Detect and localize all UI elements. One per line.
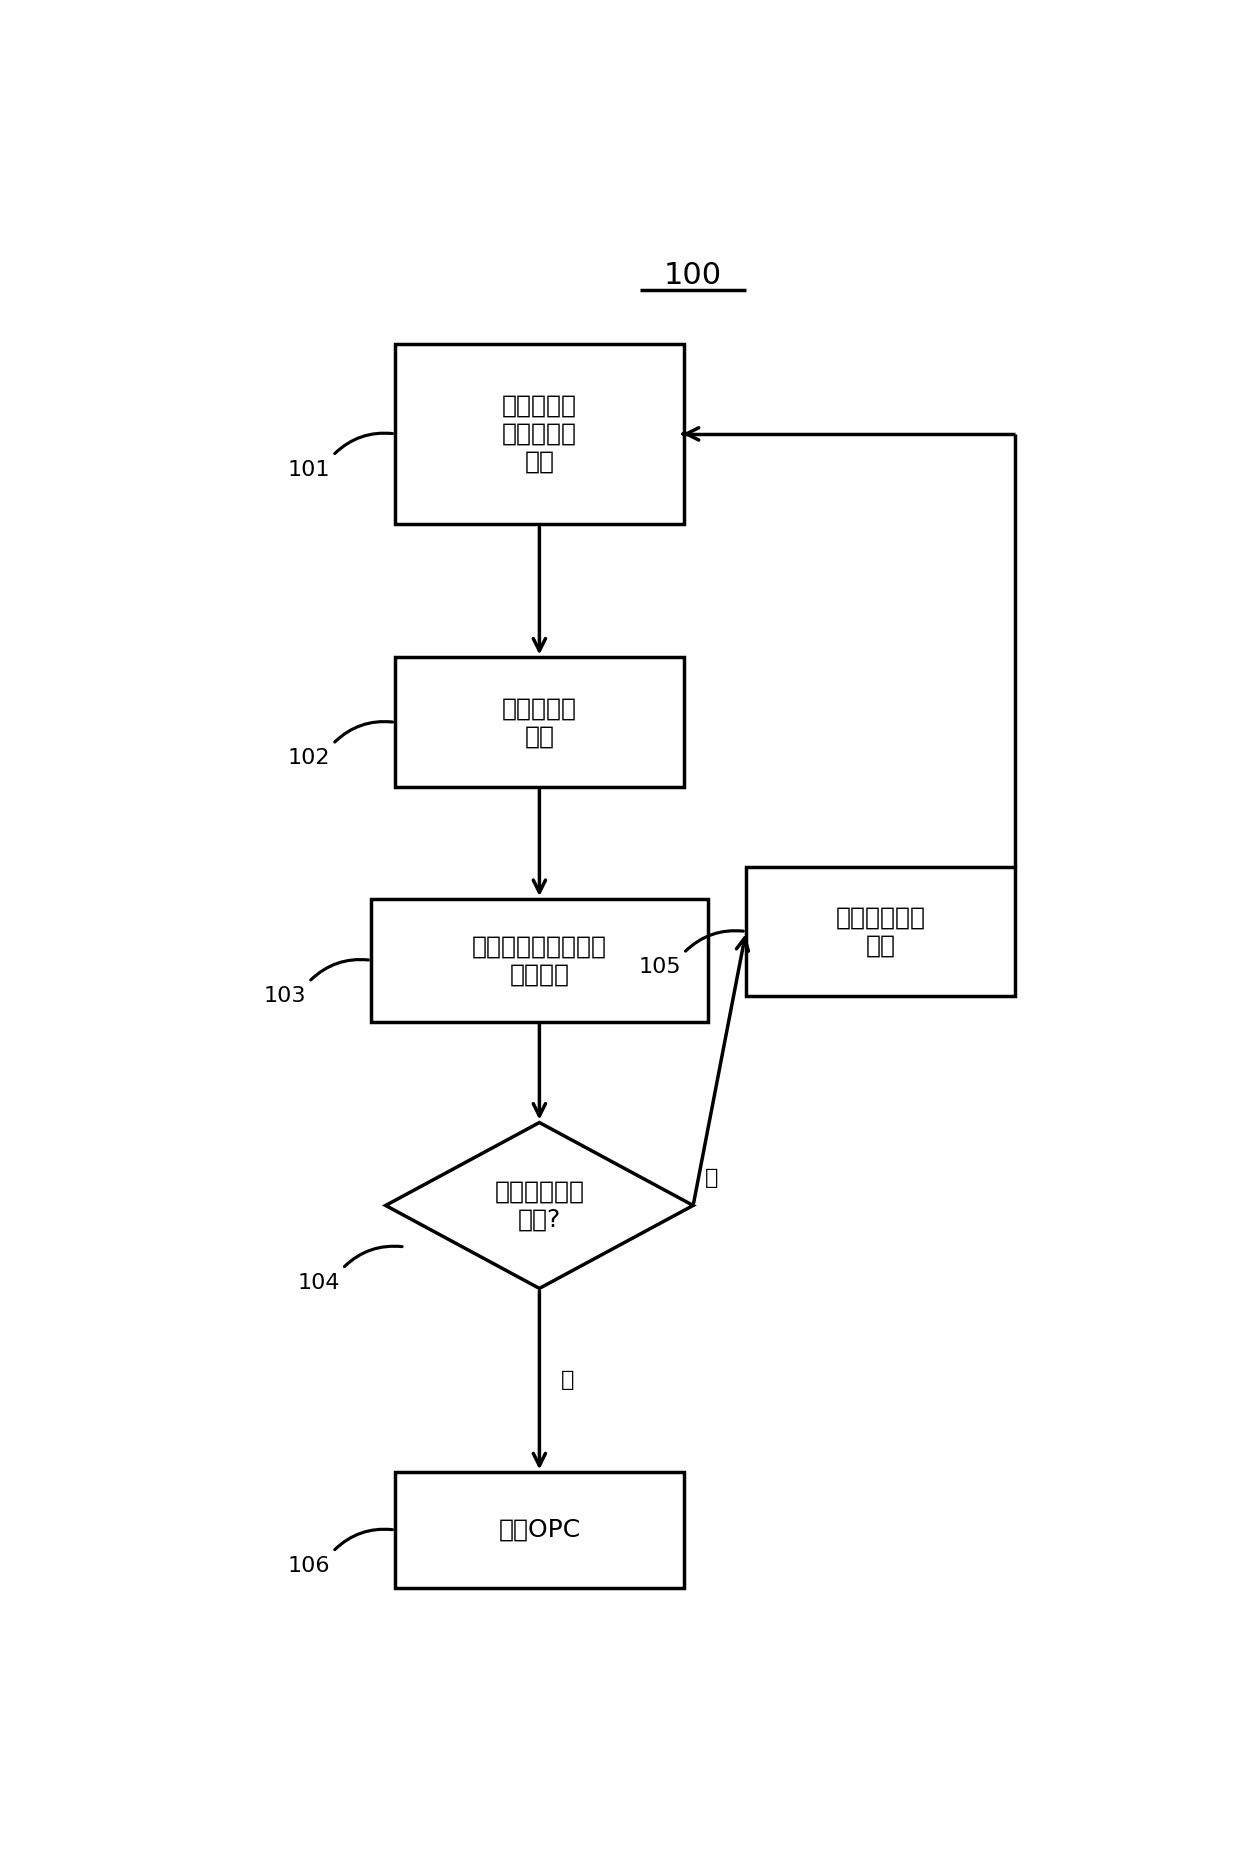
Text: 100: 100	[665, 260, 722, 290]
Text: 105: 105	[639, 957, 681, 978]
Text: 106: 106	[288, 1556, 330, 1575]
Text: 解析触点的
轮廓: 解析触点的 轮廓	[502, 697, 577, 747]
Text: 102: 102	[288, 749, 330, 768]
Bar	[371, 899, 708, 1021]
Text: 103: 103	[263, 987, 306, 1006]
Polygon shape	[386, 1122, 693, 1289]
Text: 达到轮廓目标
范围?: 达到轮廓目标 范围?	[495, 1180, 584, 1231]
Bar	[396, 1472, 683, 1588]
Text: 是: 是	[560, 1371, 574, 1390]
Text: 104: 104	[298, 1274, 340, 1292]
Text: 计算出该轮廓的边缘
定位误差: 计算出该轮廓的边缘 定位误差	[472, 935, 606, 987]
Bar	[396, 345, 683, 524]
Bar	[396, 657, 683, 787]
Text: 对掩模板图
形进行光学
模拟: 对掩模板图 形进行光学 模拟	[502, 393, 577, 474]
Bar	[746, 867, 1016, 996]
Text: 否: 否	[704, 1169, 718, 1187]
Text: 完成OPC: 完成OPC	[498, 1517, 580, 1541]
Text: 101: 101	[288, 461, 330, 479]
Text: 移动侧边的各
分段: 移动侧边的各 分段	[836, 905, 925, 957]
